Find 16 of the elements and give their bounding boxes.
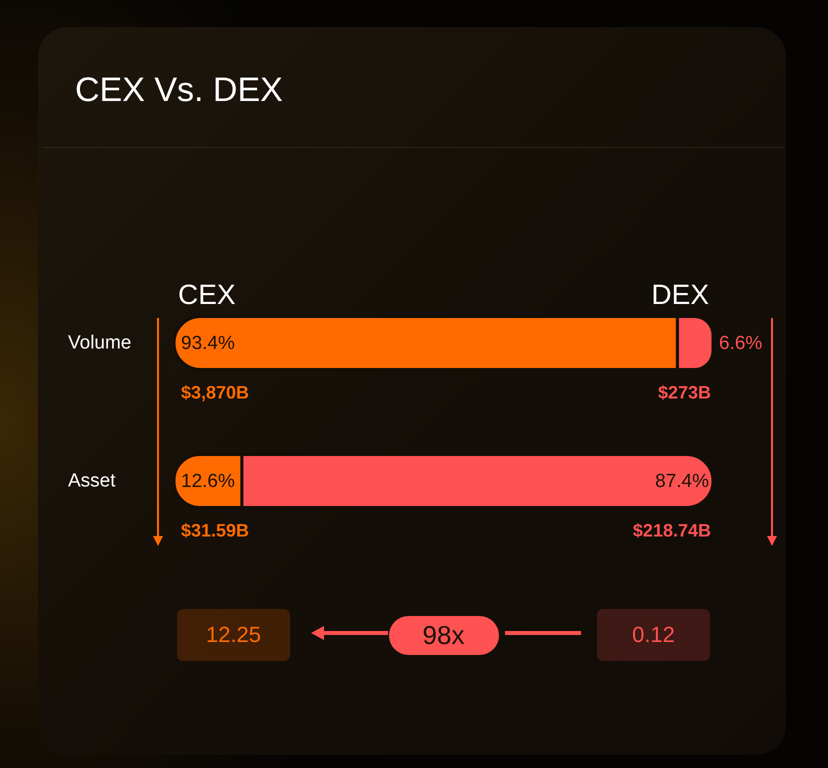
series-label: CEX: [178, 278, 236, 310]
annotation: $273B: [658, 382, 711, 402]
data-label: 93.4%: [181, 332, 235, 354]
annotation: $3,870B: [181, 382, 250, 402]
series-label: DEX: [651, 278, 709, 310]
data-label: 6.6%: [719, 332, 762, 354]
ratio-badge: 98x: [388, 616, 498, 655]
y-tick-label: Asset: [68, 470, 116, 491]
y-tick-label: Volume: [68, 332, 132, 353]
data-label: 87.4%: [655, 470, 710, 492]
chart-title: CEX Vs. DEX: [75, 71, 283, 109]
data-label: 12.6%: [181, 470, 235, 492]
value-box: 0.12: [597, 609, 710, 661]
annotation: $31.59B: [181, 520, 250, 540]
annotation: $218.74B: [632, 520, 711, 540]
value-box: 12.25: [177, 609, 290, 661]
